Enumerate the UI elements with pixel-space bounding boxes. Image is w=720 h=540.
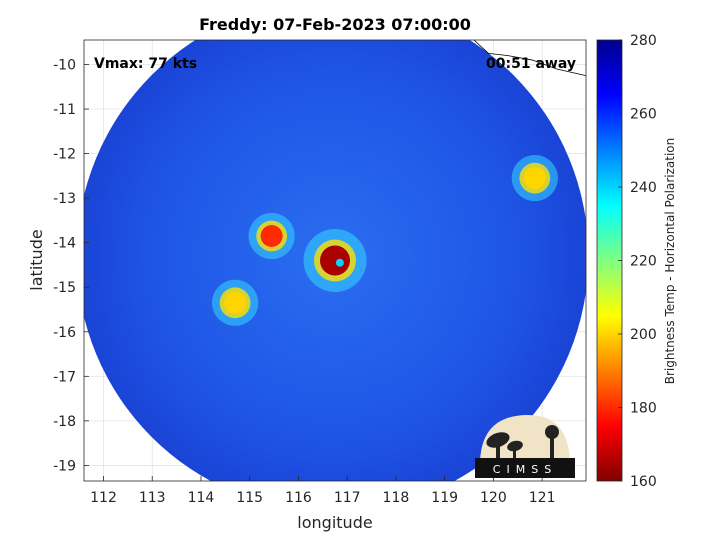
y-tick-label: -15 — [53, 280, 76, 296]
isolated-cell-east-core — [523, 167, 546, 190]
colorbar-tick-label: 240 — [630, 180, 657, 196]
y-tick-label: -11 — [53, 102, 76, 118]
rainband-west-core — [260, 225, 283, 247]
coastline — [473, 40, 586, 77]
y-tick-label: -19 — [53, 458, 76, 474]
x-tick-label: 121 — [529, 490, 556, 506]
axis-ticks: 112 113 114 115 116 117 118 119 120 121 -10 -11 -12 -… — [53, 58, 555, 507]
x-tick-label: 118 — [383, 490, 410, 506]
colorbar-tick-label: 220 — [630, 254, 657, 270]
colorbar-tick-label: 160 — [630, 474, 657, 490]
colorbar — [596, 39, 623, 482]
colorbar-tick-label: 280 — [630, 33, 657, 49]
x-tick-label: 113 — [139, 490, 166, 506]
x-tick-label: 117 — [334, 490, 361, 506]
x-tick-label: 119 — [431, 490, 458, 506]
y-tick-label: -14 — [53, 236, 76, 252]
x-tick-label: 112 — [90, 490, 117, 506]
x-axis-label: longitude — [297, 513, 372, 532]
x-tick-label: 116 — [285, 490, 312, 506]
y-axis-label: latitude — [27, 229, 46, 290]
plot-border — [83, 39, 587, 482]
x-tick-label: 115 — [236, 490, 263, 506]
chart-title: Freddy: 07-Feb-2023 07:00:00 — [199, 15, 471, 34]
cimss-logo: CIMSS — [475, 415, 575, 478]
y-tick-label: -10 — [53, 58, 76, 74]
colorbar-tick-label: 260 — [630, 107, 657, 123]
y-tick-label: -17 — [53, 369, 76, 385]
vmax-label: Vmax: 77 kts — [94, 56, 197, 72]
eye-core — [335, 258, 344, 267]
storm-features — [211, 154, 558, 326]
rainband-southwest-core — [224, 291, 247, 314]
cimss-logo-text: CIMSS — [493, 463, 557, 476]
y-tick-label: -18 — [53, 414, 76, 430]
colorbar-tick-label: 200 — [630, 327, 657, 343]
x-tick-label: 120 — [480, 490, 507, 506]
eyewall-core — [320, 245, 350, 276]
x-tick-label: 114 — [188, 490, 215, 506]
y-tick-label: -16 — [53, 325, 76, 341]
colorbar-tick-label: 180 — [630, 401, 657, 417]
swath-group — [84, 40, 586, 481]
colorbar-ticks: 160 180 200 220 240 260 280 — [618, 33, 657, 490]
time-offset-label: 00:51 away — [486, 56, 576, 72]
y-tick-label: -13 — [53, 191, 76, 207]
y-tick-label: -12 — [53, 147, 76, 163]
colorbar-label: Brightness Temp - Horizontal Polarizatio… — [663, 138, 677, 385]
